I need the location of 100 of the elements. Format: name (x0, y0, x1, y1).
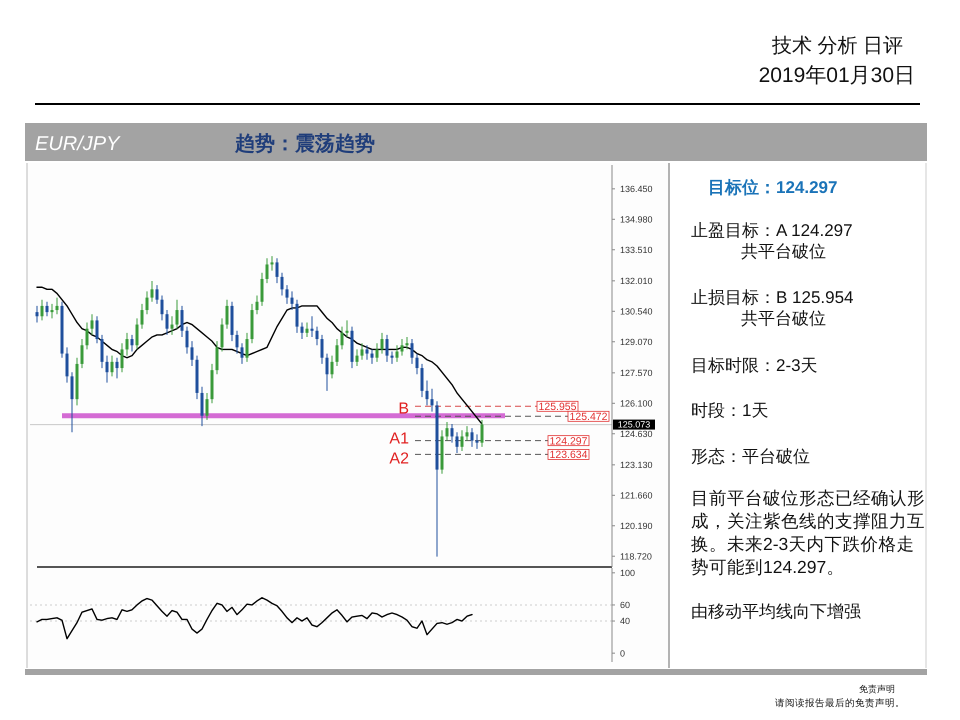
candlestick (366, 344, 368, 360)
chart-subtitle: 趋势：震荡趋势 (234, 133, 375, 155)
candlestick (376, 342, 378, 362)
candlestick (296, 299, 298, 334)
text: 目标位：124.297 (708, 178, 838, 197)
candlestick (300, 322, 304, 340)
text: 2019年01月30日 (758, 64, 915, 87)
candlestick (100, 334, 104, 369)
annotation: A2 (389, 450, 410, 468)
candlestick (450, 424, 454, 444)
candlestick (220, 318, 224, 352)
chart-title: EUR/JPY (35, 133, 122, 155)
candlestick (286, 284, 288, 304)
text: 共平台破位 (741, 309, 826, 328)
candlestick (280, 272, 284, 296)
candlestick (56, 297, 58, 315)
candlestick (120, 342, 124, 373)
candlestick (150, 280, 154, 302)
candlestick (66, 346, 68, 384)
candlestick (266, 258, 268, 284)
y-tick-label: 134.980 (620, 214, 653, 224)
candlestick (36, 305, 38, 323)
annotation: A1 (389, 430, 410, 448)
text: 请阅读报告最后的免责声明。 (775, 697, 905, 709)
candlestick (276, 258, 278, 284)
candlestick (420, 363, 424, 398)
y-tick-label: 123.130 (620, 460, 653, 470)
ref-line-label: 125.073 (618, 420, 650, 430)
y-tick-label: 124.630 (620, 428, 653, 439)
ref-line-label: 123.634 (550, 449, 588, 462)
candlestick (370, 348, 374, 364)
candlestick (390, 350, 394, 364)
candlestick (110, 355, 114, 377)
candlestick (170, 316, 174, 336)
text: 目前平台破位形态已经确认形成，关注紫色线的支撑阻力互换。未来2-3天内下跌价格走势可能到124.297。 (691, 488, 925, 577)
y-tick-label: 132.010 (620, 276, 653, 286)
candlestick (460, 430, 464, 452)
candlestick (406, 336, 408, 350)
candlestick (396, 344, 398, 362)
candlestick (140, 303, 144, 330)
text: 免责声明 (859, 684, 895, 694)
y-tick-label: 126.100 (620, 398, 653, 408)
candlestick (90, 314, 94, 336)
candlestick (50, 303, 54, 319)
y-tick-label: 121.660 (620, 490, 653, 500)
candlestick (290, 290, 294, 311)
candlestick (216, 340, 218, 375)
y-tick-label: 40 (620, 616, 630, 626)
y-tick-label: 129.070 (620, 336, 653, 347)
candlestick (466, 426, 468, 442)
y-tick-label: 130.540 (620, 306, 653, 316)
candlestick (70, 372, 74, 433)
text: 共平台破位 (741, 242, 826, 261)
candlestick (106, 355, 108, 384)
candlestick (270, 256, 274, 272)
candlestick (96, 316, 98, 344)
candlestick (400, 338, 404, 356)
text: 时段：1天 (691, 401, 768, 420)
y-tick-label: 0 (620, 648, 626, 658)
candlestick (416, 353, 418, 375)
ref-line-label: 125.472 (570, 410, 608, 423)
text: 目标时限：2-3天 (691, 356, 818, 375)
candlestick (176, 299, 178, 330)
candlestick (446, 421, 448, 442)
candlestick (226, 299, 228, 330)
candlestick (246, 332, 248, 362)
candlestick (326, 353, 328, 392)
candlestick (206, 392, 208, 420)
candlestick (116, 357, 118, 379)
y-tick-label: 118.720 (620, 551, 652, 562)
ref-line-label: 124.297 (550, 435, 588, 448)
candlestick (336, 338, 338, 366)
candlestick (456, 432, 458, 454)
candlestick (240, 342, 244, 364)
y-tick-label: 133.510 (620, 244, 653, 255)
candlestick (360, 342, 364, 360)
candlestick (160, 295, 164, 321)
candlestick (190, 340, 194, 366)
candlestick (260, 272, 264, 306)
candlestick (476, 434, 478, 450)
candlestick (40, 299, 44, 321)
candlestick (386, 334, 388, 362)
candlestick (426, 380, 428, 406)
candlestick (480, 419, 484, 448)
y-tick-label: 127.570 (620, 368, 653, 378)
candlestick (310, 316, 314, 338)
text: 止损目标：B 125.954 (691, 288, 854, 307)
candlestick (410, 338, 414, 364)
candlestick (200, 386, 204, 427)
candlestick (236, 330, 238, 354)
candlestick (46, 301, 48, 317)
candlestick (356, 348, 358, 366)
candlestick (130, 334, 134, 352)
candlestick (330, 355, 334, 379)
candlestick (146, 290, 148, 315)
line-series (36, 597, 473, 640)
candlestick (186, 326, 188, 354)
candlestick (126, 332, 128, 356)
y-tick-label: 136.450 (620, 184, 653, 194)
text: 技术 分析 日评 (770, 35, 903, 57)
